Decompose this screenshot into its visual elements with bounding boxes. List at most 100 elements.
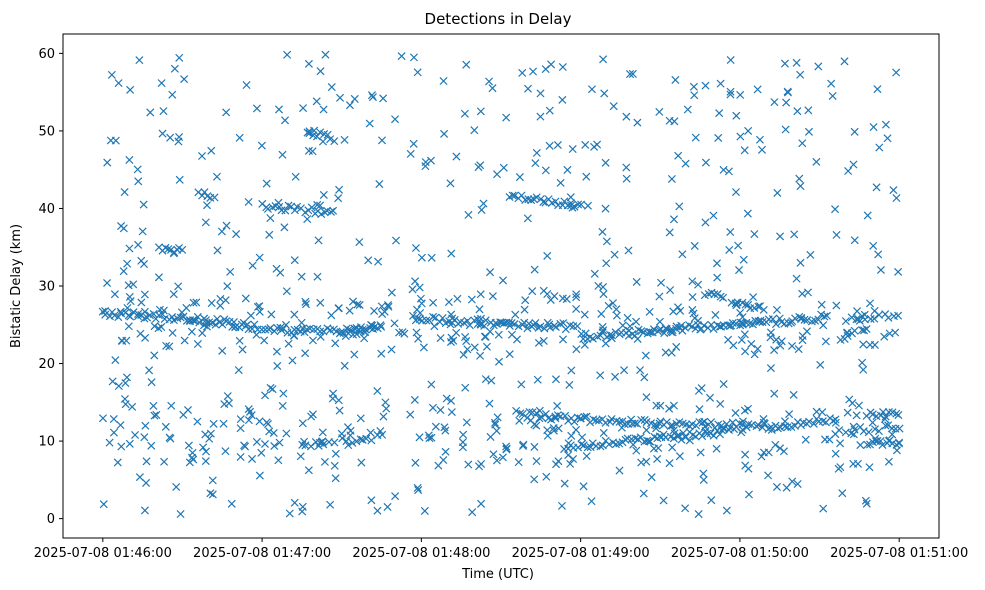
data-point	[560, 479, 569, 488]
data-point	[191, 316, 200, 326]
data-point	[700, 422, 710, 431]
data-point	[715, 430, 724, 439]
data-point	[694, 280, 703, 289]
data-point	[198, 329, 207, 338]
data-point	[796, 258, 805, 267]
data-point	[346, 426, 355, 435]
data-point	[235, 133, 244, 142]
data-point	[797, 315, 806, 324]
data-point	[331, 339, 340, 348]
data-point	[261, 325, 270, 334]
data-point	[546, 295, 555, 304]
data-point	[754, 317, 763, 326]
data-point	[860, 326, 869, 335]
data-point	[367, 496, 376, 505]
data-point	[280, 116, 290, 125]
data-point	[852, 411, 861, 420]
data-point	[801, 435, 810, 444]
data-point	[836, 335, 845, 344]
data-point	[515, 416, 524, 425]
data-point	[665, 404, 674, 413]
data-point	[747, 339, 756, 349]
data-point	[599, 55, 608, 64]
data-point	[568, 144, 577, 154]
data-point	[883, 134, 892, 143]
data-point	[588, 334, 597, 343]
data-point	[463, 316, 472, 325]
data-point	[545, 320, 554, 329]
data-point	[609, 102, 618, 111]
data-point	[428, 403, 437, 412]
data-point	[654, 444, 663, 453]
data-point	[770, 98, 779, 107]
data-point	[787, 341, 797, 351]
data-point	[149, 309, 158, 318]
data-point	[188, 316, 198, 325]
data-point	[798, 336, 807, 345]
data-point	[409, 139, 418, 148]
data-point	[439, 76, 448, 86]
data-point	[835, 426, 844, 435]
data-point	[486, 432, 495, 441]
data-point	[330, 438, 339, 447]
data-point	[625, 70, 635, 79]
data-point	[410, 395, 419, 404]
data-point	[436, 405, 445, 415]
x-tick-label: 2025-07-08 01:48:00	[352, 546, 490, 561]
data-point	[523, 84, 533, 93]
data-point	[406, 410, 415, 419]
data-point	[849, 430, 858, 439]
data-point	[667, 327, 676, 337]
data-point	[477, 205, 486, 214]
data-point	[452, 152, 461, 161]
data-point	[601, 158, 610, 167]
data-point	[812, 407, 821, 416]
x-axis-label: Time (UTC)	[461, 567, 534, 582]
data-point	[316, 128, 325, 137]
data-point	[414, 486, 423, 495]
data-point	[705, 393, 715, 402]
data-point	[558, 62, 567, 72]
data-point	[281, 206, 290, 215]
data-point	[340, 361, 349, 370]
data-point	[157, 79, 166, 88]
x-tick-label: 2025-07-08 01:46:00	[34, 546, 172, 561]
data-point	[257, 448, 266, 457]
data-point	[655, 107, 664, 116]
data-point	[782, 98, 791, 107]
data-point	[582, 412, 591, 421]
data-point	[535, 414, 544, 423]
data-point	[381, 398, 390, 407]
data-point	[374, 257, 383, 266]
data-point	[626, 322, 635, 331]
data-point	[318, 137, 328, 146]
data-point	[335, 406, 344, 415]
data-point	[479, 199, 488, 208]
data-point	[545, 106, 554, 115]
data-point	[175, 53, 184, 62]
data-point	[125, 155, 134, 164]
data-point	[776, 232, 785, 241]
data-point	[219, 419, 228, 428]
data-point	[231, 323, 240, 332]
data-point	[119, 224, 128, 233]
data-point	[475, 305, 484, 314]
data-point	[667, 348, 676, 357]
data-point	[274, 198, 283, 207]
data-point	[842, 328, 851, 338]
y-axis-ticks: 0 10 20 30 40 50 60	[38, 47, 63, 527]
data-point	[438, 313, 447, 323]
data-point	[168, 328, 177, 337]
data-point	[661, 324, 670, 333]
data-point	[425, 434, 434, 443]
data-point	[244, 416, 253, 425]
data-point	[117, 442, 126, 451]
data-point	[334, 194, 343, 203]
data-point	[572, 345, 581, 354]
data-point	[566, 193, 575, 202]
data-point	[744, 464, 753, 473]
data-point	[328, 394, 337, 403]
data-point	[515, 173, 524, 182]
data-point	[505, 350, 514, 359]
data-point	[541, 166, 550, 175]
